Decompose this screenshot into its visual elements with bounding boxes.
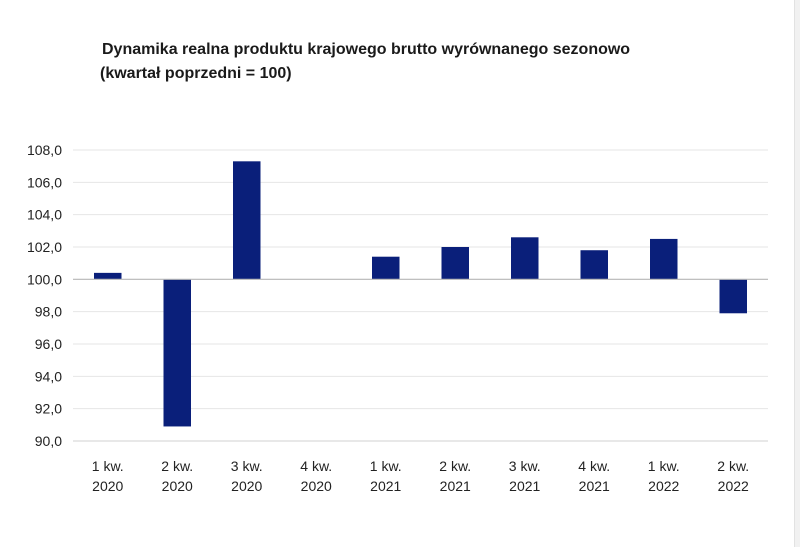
chart-title: Dynamika realna produktu krajowego brutt… [100, 38, 631, 86]
x-tick-label-quarter: 1 kw. [370, 458, 402, 474]
x-tick-label-quarter: 2 kw. [439, 458, 471, 474]
x-tick-label-year: 2020 [231, 478, 262, 494]
y-tick-label: 90,0 [35, 433, 62, 449]
x-tick-label: 1 kw. 2022 [648, 458, 680, 494]
y-tick-label: 104,0 [27, 207, 62, 223]
x-tick-label: 1 kw. 2021 [370, 458, 402, 494]
x-tick-label: 2 kw. 2022 [717, 458, 749, 494]
bar [441, 247, 469, 280]
x-tick-label: 4 kw. 2021 [578, 458, 610, 494]
chart-title-line-2: (kwartał poprzedni = 100) [100, 65, 292, 82]
x-tick-label: 2 kw. 2020 [161, 458, 193, 494]
x-tick-label-quarter: 4 kw. [300, 458, 332, 474]
x-tick-label-year: 2020 [162, 478, 193, 494]
x-tick-label: 3 kw. 2020 [231, 458, 263, 494]
x-tick-label-year: 2020 [92, 478, 123, 494]
bar [94, 272, 122, 280]
bar [163, 279, 191, 427]
x-tick-label-year: 2021 [509, 478, 540, 494]
x-tick-label-quarter: 1 kw. [648, 458, 680, 474]
x-tick-label-year: 2021 [370, 478, 401, 494]
x-tick-label-quarter: 4 kw. [578, 458, 610, 474]
x-tick-label: 3 kw. 2021 [509, 458, 541, 494]
x-tick-label-year: 2021 [440, 478, 471, 494]
bar [233, 161, 261, 280]
bar [580, 250, 608, 280]
y-tick-label: 94,0 [35, 368, 62, 384]
x-tick-label-year: 2022 [718, 478, 749, 494]
y-tick-label: 98,0 [35, 304, 62, 320]
bar [511, 237, 539, 280]
x-tick-label: 1 kw. 2020 [92, 458, 124, 494]
x-tick-label-quarter: 2 kw. [161, 458, 193, 474]
y-tick-label: 108,0 [27, 142, 62, 158]
y-tick-label: 96,0 [35, 336, 62, 352]
x-tick-label: 4 kw. 2020 [300, 458, 332, 494]
x-tick-label-year: 2022 [648, 478, 679, 494]
bar [719, 279, 747, 314]
y-tick-label: 100,0 [27, 271, 62, 287]
y-tick-label: 106,0 [27, 174, 62, 190]
chart-title-line-1: Dynamika realna produktu krajowego brutt… [102, 41, 631, 58]
x-tick-label-quarter: 3 kw. [509, 458, 541, 474]
x-tick-label-quarter: 1 kw. [92, 458, 124, 474]
x-tick-label: 2 kw. 2021 [439, 458, 471, 494]
x-tick-label-year: 2021 [579, 478, 610, 494]
x-tick-label-year: 2020 [301, 478, 332, 494]
x-tick-label-quarter: 3 kw. [231, 458, 263, 474]
window-edge [794, 0, 800, 547]
bar [650, 238, 678, 280]
x-tick-label-quarter: 2 kw. [717, 458, 749, 474]
bar [372, 256, 400, 280]
y-tick-label: 102,0 [27, 239, 62, 255]
y-tick-label: 92,0 [35, 401, 62, 417]
